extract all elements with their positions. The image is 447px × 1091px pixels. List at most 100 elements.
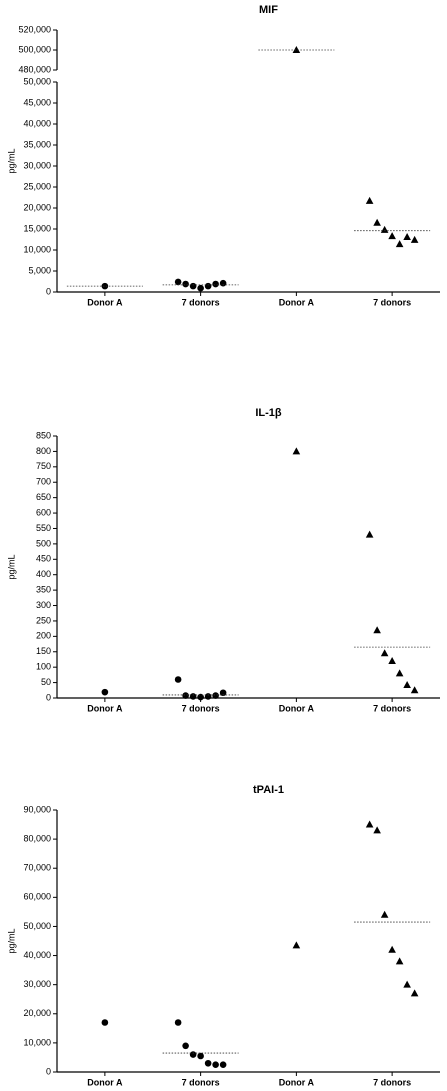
y-tick-label: 200 bbox=[36, 631, 51, 641]
y-tick-label: 300 bbox=[36, 600, 51, 610]
triangle-point bbox=[292, 447, 301, 455]
y-tick-label: 550 bbox=[36, 523, 51, 533]
y-tick-label: 850 bbox=[36, 430, 51, 440]
circle-point bbox=[204, 282, 212, 290]
y-axis-label: pg/mL bbox=[6, 148, 16, 173]
y-tick-label: 10,000 bbox=[23, 244, 51, 254]
y-tick-label: 60,000 bbox=[23, 892, 51, 902]
y-tick-label: 750 bbox=[36, 461, 51, 471]
y-tick-label: 15,000 bbox=[23, 223, 51, 233]
x-tick-label: 7 donors bbox=[182, 703, 220, 713]
triangle-point bbox=[365, 530, 374, 538]
circle-point bbox=[212, 280, 219, 288]
y-tick-label: 50,000 bbox=[23, 76, 51, 86]
y-tick-label: 0 bbox=[46, 286, 51, 296]
x-tick-label: 7 donors bbox=[373, 1077, 411, 1087]
x-tick-label: 7 donors bbox=[182, 1077, 220, 1087]
y-tick-label: 150 bbox=[36, 646, 51, 656]
y-tick-label: 800 bbox=[36, 446, 51, 456]
y-tick-label: 30,000 bbox=[23, 160, 51, 170]
circle-point bbox=[101, 1019, 109, 1026]
triangle-point bbox=[373, 626, 381, 634]
triangle-point bbox=[365, 196, 374, 204]
x-tick-label: Donor A bbox=[279, 297, 315, 307]
y-tick-label: 50 bbox=[41, 677, 51, 687]
y-tick-label: 400 bbox=[36, 569, 51, 579]
y-axis-label: pg/mL bbox=[6, 554, 16, 579]
y-tick-label: 500,000 bbox=[18, 44, 51, 54]
y-tick-label: 45,000 bbox=[23, 97, 51, 107]
circle-point bbox=[204, 1059, 212, 1067]
circle-point bbox=[219, 279, 227, 287]
x-tick-label: Donor A bbox=[279, 1077, 315, 1087]
y-tick-label: 20,000 bbox=[23, 202, 51, 212]
y-tick-label: 520,000 bbox=[18, 24, 51, 34]
triangle-point bbox=[395, 240, 404, 248]
y-axis-label: pg/mL bbox=[6, 928, 16, 953]
y-tick-label: 480,000 bbox=[18, 64, 51, 74]
circle-point bbox=[101, 282, 109, 290]
circle-point bbox=[212, 1061, 219, 1069]
y-tick-label: 450 bbox=[36, 554, 51, 564]
y-tick-label: 20,000 bbox=[23, 1008, 51, 1018]
y-tick-label: 500 bbox=[36, 538, 51, 548]
x-tick-label: 7 donors bbox=[373, 703, 411, 713]
circle-point bbox=[182, 1042, 189, 1050]
circle-point bbox=[197, 693, 204, 701]
circle-point bbox=[219, 689, 227, 697]
y-tick-label: 100 bbox=[36, 662, 51, 672]
circle-point bbox=[189, 1051, 197, 1058]
y-tick-label: 650 bbox=[36, 492, 51, 502]
y-tick-label: 10,000 bbox=[23, 1037, 51, 1047]
circle-point bbox=[204, 693, 212, 700]
triangle-point bbox=[410, 989, 419, 997]
triangle-point bbox=[380, 225, 389, 233]
triangle-point bbox=[292, 941, 301, 949]
y-tick-label: 5,000 bbox=[28, 265, 51, 275]
y-tick-label: 35,000 bbox=[23, 139, 51, 149]
chart-title: IL-1β bbox=[255, 407, 282, 419]
triangle-point bbox=[395, 957, 404, 965]
circle-point bbox=[174, 278, 182, 286]
circle-point bbox=[197, 1052, 204, 1060]
chart-title: MIF bbox=[259, 4, 278, 16]
triangle-point bbox=[373, 218, 381, 226]
x-tick-label: Donor A bbox=[87, 703, 123, 713]
y-tick-label: 40,000 bbox=[23, 950, 51, 960]
x-tick-label: Donor A bbox=[279, 703, 315, 713]
triangle-point bbox=[388, 945, 396, 953]
triangle-point bbox=[388, 657, 396, 665]
y-tick-label: 70,000 bbox=[23, 863, 51, 873]
y-tick-label: 0 bbox=[46, 1066, 51, 1076]
circle-point bbox=[189, 282, 197, 290]
y-tick-label: 30,000 bbox=[23, 979, 51, 989]
circle-point bbox=[182, 692, 189, 699]
circle-point bbox=[182, 280, 189, 288]
y-tick-label: 700 bbox=[36, 477, 51, 487]
circle-point bbox=[101, 688, 109, 696]
triangle-point bbox=[292, 46, 301, 53]
y-tick-label: 80,000 bbox=[23, 833, 51, 843]
triangle-point bbox=[380, 649, 389, 657]
circle-point bbox=[212, 692, 219, 699]
y-tick-label: 350 bbox=[36, 584, 51, 594]
circle-point bbox=[174, 676, 182, 683]
triangle-point bbox=[410, 235, 419, 243]
y-tick-label: 0 bbox=[46, 692, 51, 702]
x-tick-label: 7 donors bbox=[373, 297, 411, 307]
circle-point bbox=[174, 1019, 182, 1026]
x-tick-label: 7 donors bbox=[182, 297, 220, 307]
triangle-point bbox=[373, 826, 381, 834]
triangle-point bbox=[380, 910, 389, 918]
circle-point bbox=[219, 1061, 227, 1069]
y-tick-label: 600 bbox=[36, 507, 51, 517]
x-tick-label: Donor A bbox=[87, 297, 123, 307]
circle-point bbox=[197, 284, 204, 292]
y-tick-label: 40,000 bbox=[23, 118, 51, 128]
triangle-point bbox=[410, 686, 419, 694]
triangle-point bbox=[395, 669, 404, 677]
triangle-point bbox=[403, 232, 411, 240]
triangle-point bbox=[403, 980, 411, 988]
y-tick-label: 25,000 bbox=[23, 181, 51, 191]
